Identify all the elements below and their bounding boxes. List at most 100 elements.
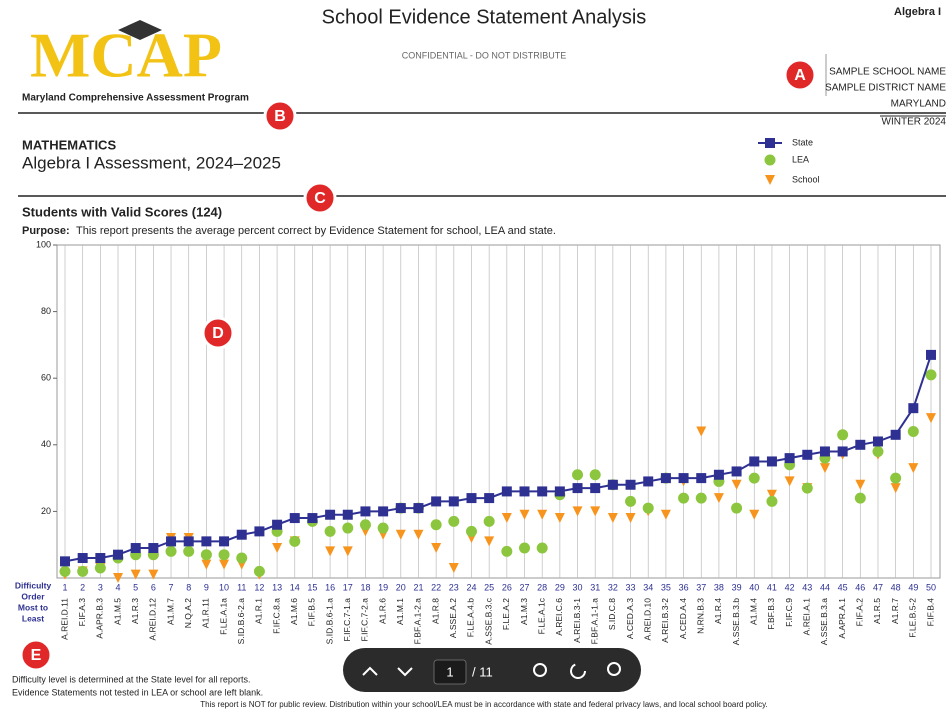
x-tick-label: 31 — [590, 582, 600, 592]
x-tick-label: 26 — [502, 582, 512, 592]
category-label: A1.R.4 — [713, 598, 723, 624]
state-marker — [802, 449, 813, 460]
lea-marker — [695, 492, 707, 504]
callout-badge — [783, 58, 817, 92]
x-tick-label: 50 — [926, 582, 936, 592]
category-label: A1.M.1 — [395, 598, 405, 625]
lea-marker — [324, 525, 336, 537]
callout-letter: C — [314, 190, 326, 207]
lea-marker — [77, 565, 89, 577]
lea-marker — [377, 522, 389, 534]
state-marker — [713, 469, 724, 480]
state-marker — [572, 483, 583, 494]
school-marker — [819, 463, 830, 474]
lea-marker — [519, 542, 531, 554]
school-marker — [660, 509, 671, 520]
category-label: N.RN.B.3 — [695, 598, 705, 634]
x-tick-label: 25 — [484, 582, 494, 592]
category-label: A.APR.A.1 — [837, 598, 847, 639]
category-label: A1.R.6 — [377, 598, 387, 624]
lea-marker — [925, 369, 937, 381]
x-tick-label: 13 — [272, 582, 282, 592]
school-marker — [926, 413, 936, 424]
state-marker — [590, 483, 601, 494]
category-label: A.REI.B.3-1 — [572, 598, 582, 643]
state-marker — [342, 509, 353, 520]
state-marker — [660, 473, 671, 484]
school-marker — [590, 506, 601, 517]
page-input[interactable] — [433, 659, 467, 685]
state-marker — [643, 476, 654, 487]
lea-marker — [94, 562, 106, 574]
y-tick-label: 40 — [41, 439, 51, 449]
legend-marker — [764, 154, 776, 166]
category-label: F.IF.B.4 — [925, 598, 935, 627]
lea-marker — [59, 565, 71, 577]
state-marker — [201, 536, 212, 547]
state-marker — [890, 429, 901, 440]
category-label: F.IF.C.9 — [784, 598, 794, 627]
x-tick-label: 45 — [838, 582, 848, 592]
school-marker — [890, 483, 901, 494]
category-label: F.BF.A.1-1.a — [589, 598, 599, 645]
x-tick-label: 46 — [855, 582, 865, 592]
school-marker — [766, 489, 777, 500]
x-tick-label: 35 — [661, 582, 671, 592]
purpose: This report presents the average percent… — [76, 225, 556, 237]
x-tick-label: 48 — [891, 582, 901, 592]
prev-page[interactable] — [362, 666, 378, 676]
search[interactable] — [607, 662, 621, 676]
x-tick-label: 36 — [679, 582, 689, 592]
state-marker — [166, 536, 177, 547]
x-tick-label: 44 — [820, 582, 830, 592]
x-tick-label: 2 — [80, 582, 85, 592]
lea-marker — [483, 515, 495, 527]
category-label: A1.M.5 — [112, 598, 122, 625]
category-label: A1.R.1 — [254, 598, 264, 624]
state-marker — [130, 543, 141, 554]
school-marker — [855, 479, 866, 490]
lea-marker — [748, 472, 760, 484]
x-tick-label: 16 — [325, 582, 335, 592]
state-marker — [696, 473, 707, 484]
x-tick-label: 49 — [908, 582, 918, 592]
state-marker — [908, 403, 919, 414]
x-tick-label: 3 — [98, 582, 103, 592]
x-tick-label: 39 — [732, 582, 742, 592]
state-marker — [325, 509, 336, 520]
school-marker — [749, 509, 760, 520]
state-marker — [819, 446, 830, 457]
callout-badge — [201, 316, 235, 350]
state-marker — [413, 503, 424, 514]
lea-marker — [430, 519, 442, 531]
lea-marker — [801, 482, 813, 494]
lea-marker — [359, 519, 371, 531]
school-marker — [519, 509, 530, 520]
next-page[interactable] — [397, 667, 413, 677]
lea-marker — [872, 445, 884, 457]
category-label: F.LE.A.1a — [218, 598, 228, 635]
x-tick-label: 18 — [360, 582, 370, 592]
x-tick-label: 42 — [785, 582, 795, 592]
category-label: A.REI.D.12 — [148, 598, 158, 641]
lea-marker — [642, 502, 654, 514]
zoom-in[interactable] — [533, 663, 547, 677]
state-marker — [501, 486, 512, 497]
x-tick-label: 28 — [537, 582, 547, 592]
lea-marker — [837, 429, 849, 441]
x-tick-label: 33 — [626, 582, 636, 592]
school-marker — [130, 569, 141, 580]
school-marker — [219, 559, 230, 570]
x-tick-label: 1 — [62, 582, 67, 592]
state-marker — [466, 493, 477, 504]
x-tick-label: 19 — [378, 582, 388, 592]
x-axis-label: Difficulty — [15, 580, 52, 590]
rotate[interactable] — [570, 663, 586, 679]
school-marker — [625, 513, 636, 524]
school-marker — [784, 476, 795, 487]
x-axis-label: Most to — [18, 602, 48, 612]
chart: 1 A.REI.D.11 2 F.IF.A.3 3 A.APR.B.3 4 A1.M.5 5 A1… — [15, 137, 941, 645]
state-marker — [448, 496, 459, 507]
y-tick-label: 20 — [41, 506, 51, 516]
category-label: F.BF.A.1-2.a — [413, 598, 423, 645]
